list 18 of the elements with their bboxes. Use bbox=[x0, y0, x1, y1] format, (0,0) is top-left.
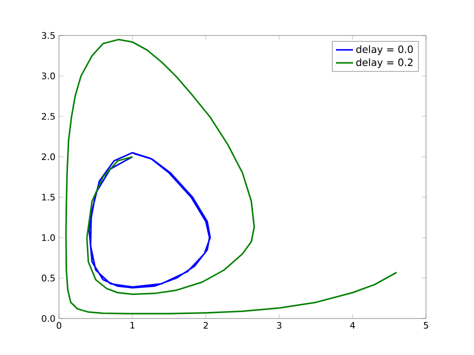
y-tick-label: 1.0 bbox=[42, 234, 55, 242]
y-tick-label: 2.5 bbox=[42, 112, 55, 120]
line-series bbox=[65, 38, 398, 314]
y-tick-label: 0.5 bbox=[42, 274, 55, 282]
x-tick-label: 5 bbox=[424, 322, 428, 329]
y-tick-label: 1.5 bbox=[42, 194, 55, 201]
y-tick-label: 3.0 bbox=[42, 72, 55, 80]
x-tick-label: 3 bbox=[277, 322, 282, 329]
y-tick-label: 3.5 bbox=[42, 32, 55, 39]
y-tick-label: 2.0 bbox=[42, 153, 55, 160]
y-tick-label: 0.0 bbox=[42, 315, 55, 322]
legend-label: delay = 0.2 bbox=[356, 58, 412, 68]
legend-label: delay = 0.0 bbox=[356, 45, 413, 55]
x-tick-label: 2 bbox=[204, 322, 208, 329]
x-tick-label: 1 bbox=[130, 322, 134, 329]
x-tick-label: 0 bbox=[56, 322, 62, 329]
line-series bbox=[88, 152, 211, 289]
x-tick-label: 4 bbox=[350, 322, 355, 329]
